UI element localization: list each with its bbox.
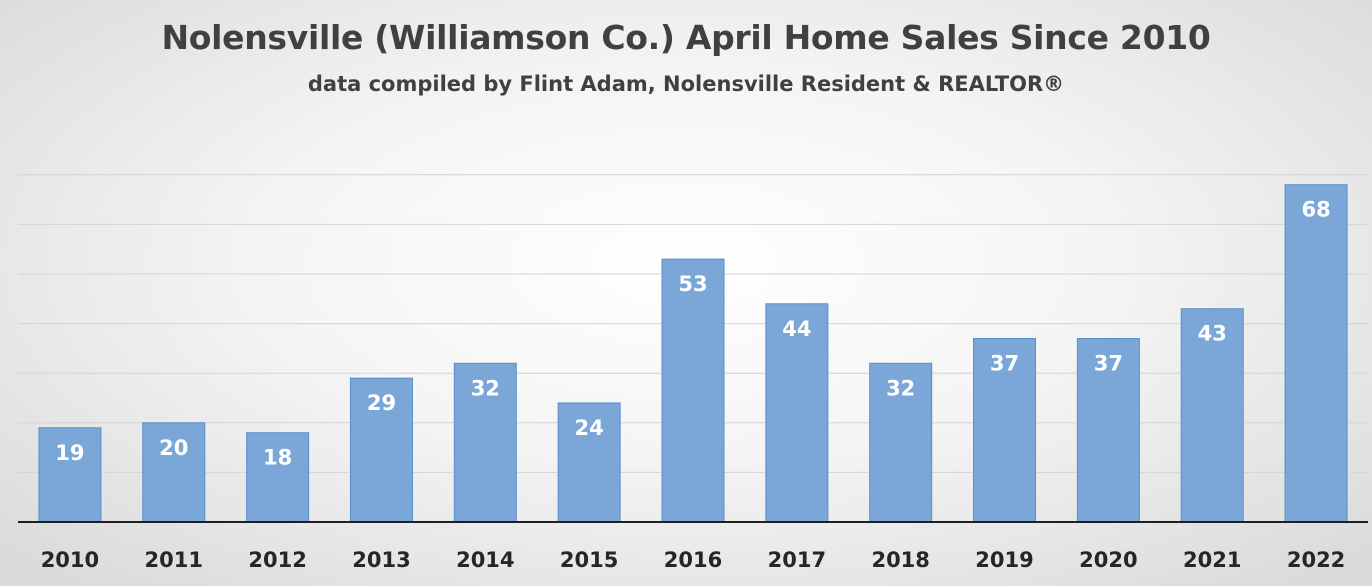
x-tick-label-2020: 2020	[1079, 548, 1137, 572]
x-tick-label-2017: 2017	[768, 548, 826, 572]
data-label-2011: 20	[159, 436, 188, 460]
bar-2020	[1076, 337, 1140, 523]
bar-2016	[661, 258, 725, 523]
x-tick-label-2013: 2013	[352, 548, 410, 572]
bar-2019	[973, 337, 1037, 523]
chart-subtitle: data compiled by Flint Adam, Nolensville…	[307, 72, 1065, 96]
data-label-2020: 37	[1094, 351, 1123, 375]
x-tick-label-2018: 2018	[871, 548, 929, 572]
bar-2018	[869, 362, 933, 523]
bar-2010	[38, 427, 102, 523]
data-labels: 19 20 18 29 32 24 53 44 32 37 37 43 68	[55, 198, 1330, 470]
bar-2017	[765, 303, 829, 523]
x-tick-label-2014: 2014	[456, 548, 514, 572]
data-label-2021: 43	[1198, 322, 1227, 346]
x-axis-ticks: 2010 2011 2012 2013 2014 2015 2016 2017 2018 2019…	[41, 548, 1346, 572]
data-label-2019: 37	[990, 351, 1019, 375]
x-tick-label-2019: 2019	[975, 548, 1033, 572]
x-tick-label-2010: 2010	[41, 548, 99, 572]
bar-2021	[1180, 308, 1244, 523]
data-label-2022: 68	[1301, 198, 1330, 222]
data-label-2016: 53	[678, 272, 707, 296]
x-tick-label-2022: 2022	[1287, 548, 1345, 572]
data-label-2017: 44	[782, 317, 811, 341]
data-label-2015: 24	[575, 416, 604, 440]
bar-2022	[1284, 184, 1348, 523]
data-label-2013: 29	[367, 391, 396, 415]
bar-2012	[246, 432, 310, 523]
data-label-2012: 18	[263, 446, 292, 470]
x-tick-label-2021: 2021	[1183, 548, 1241, 572]
bar-2014	[453, 362, 517, 523]
x-tick-label-2011: 2011	[145, 548, 203, 572]
data-label-2010: 19	[55, 441, 84, 465]
x-tick-label-2016: 2016	[664, 548, 722, 572]
x-tick-label-2012: 2012	[248, 548, 306, 572]
chart-title: Nolensville (Williamson Co.) April Home …	[161, 18, 1211, 57]
bars	[38, 184, 1348, 523]
x-tick-label-2015: 2015	[560, 548, 618, 572]
bar-2011	[142, 422, 206, 523]
data-label-2018: 32	[886, 376, 915, 400]
data-label-2014: 32	[471, 376, 500, 400]
